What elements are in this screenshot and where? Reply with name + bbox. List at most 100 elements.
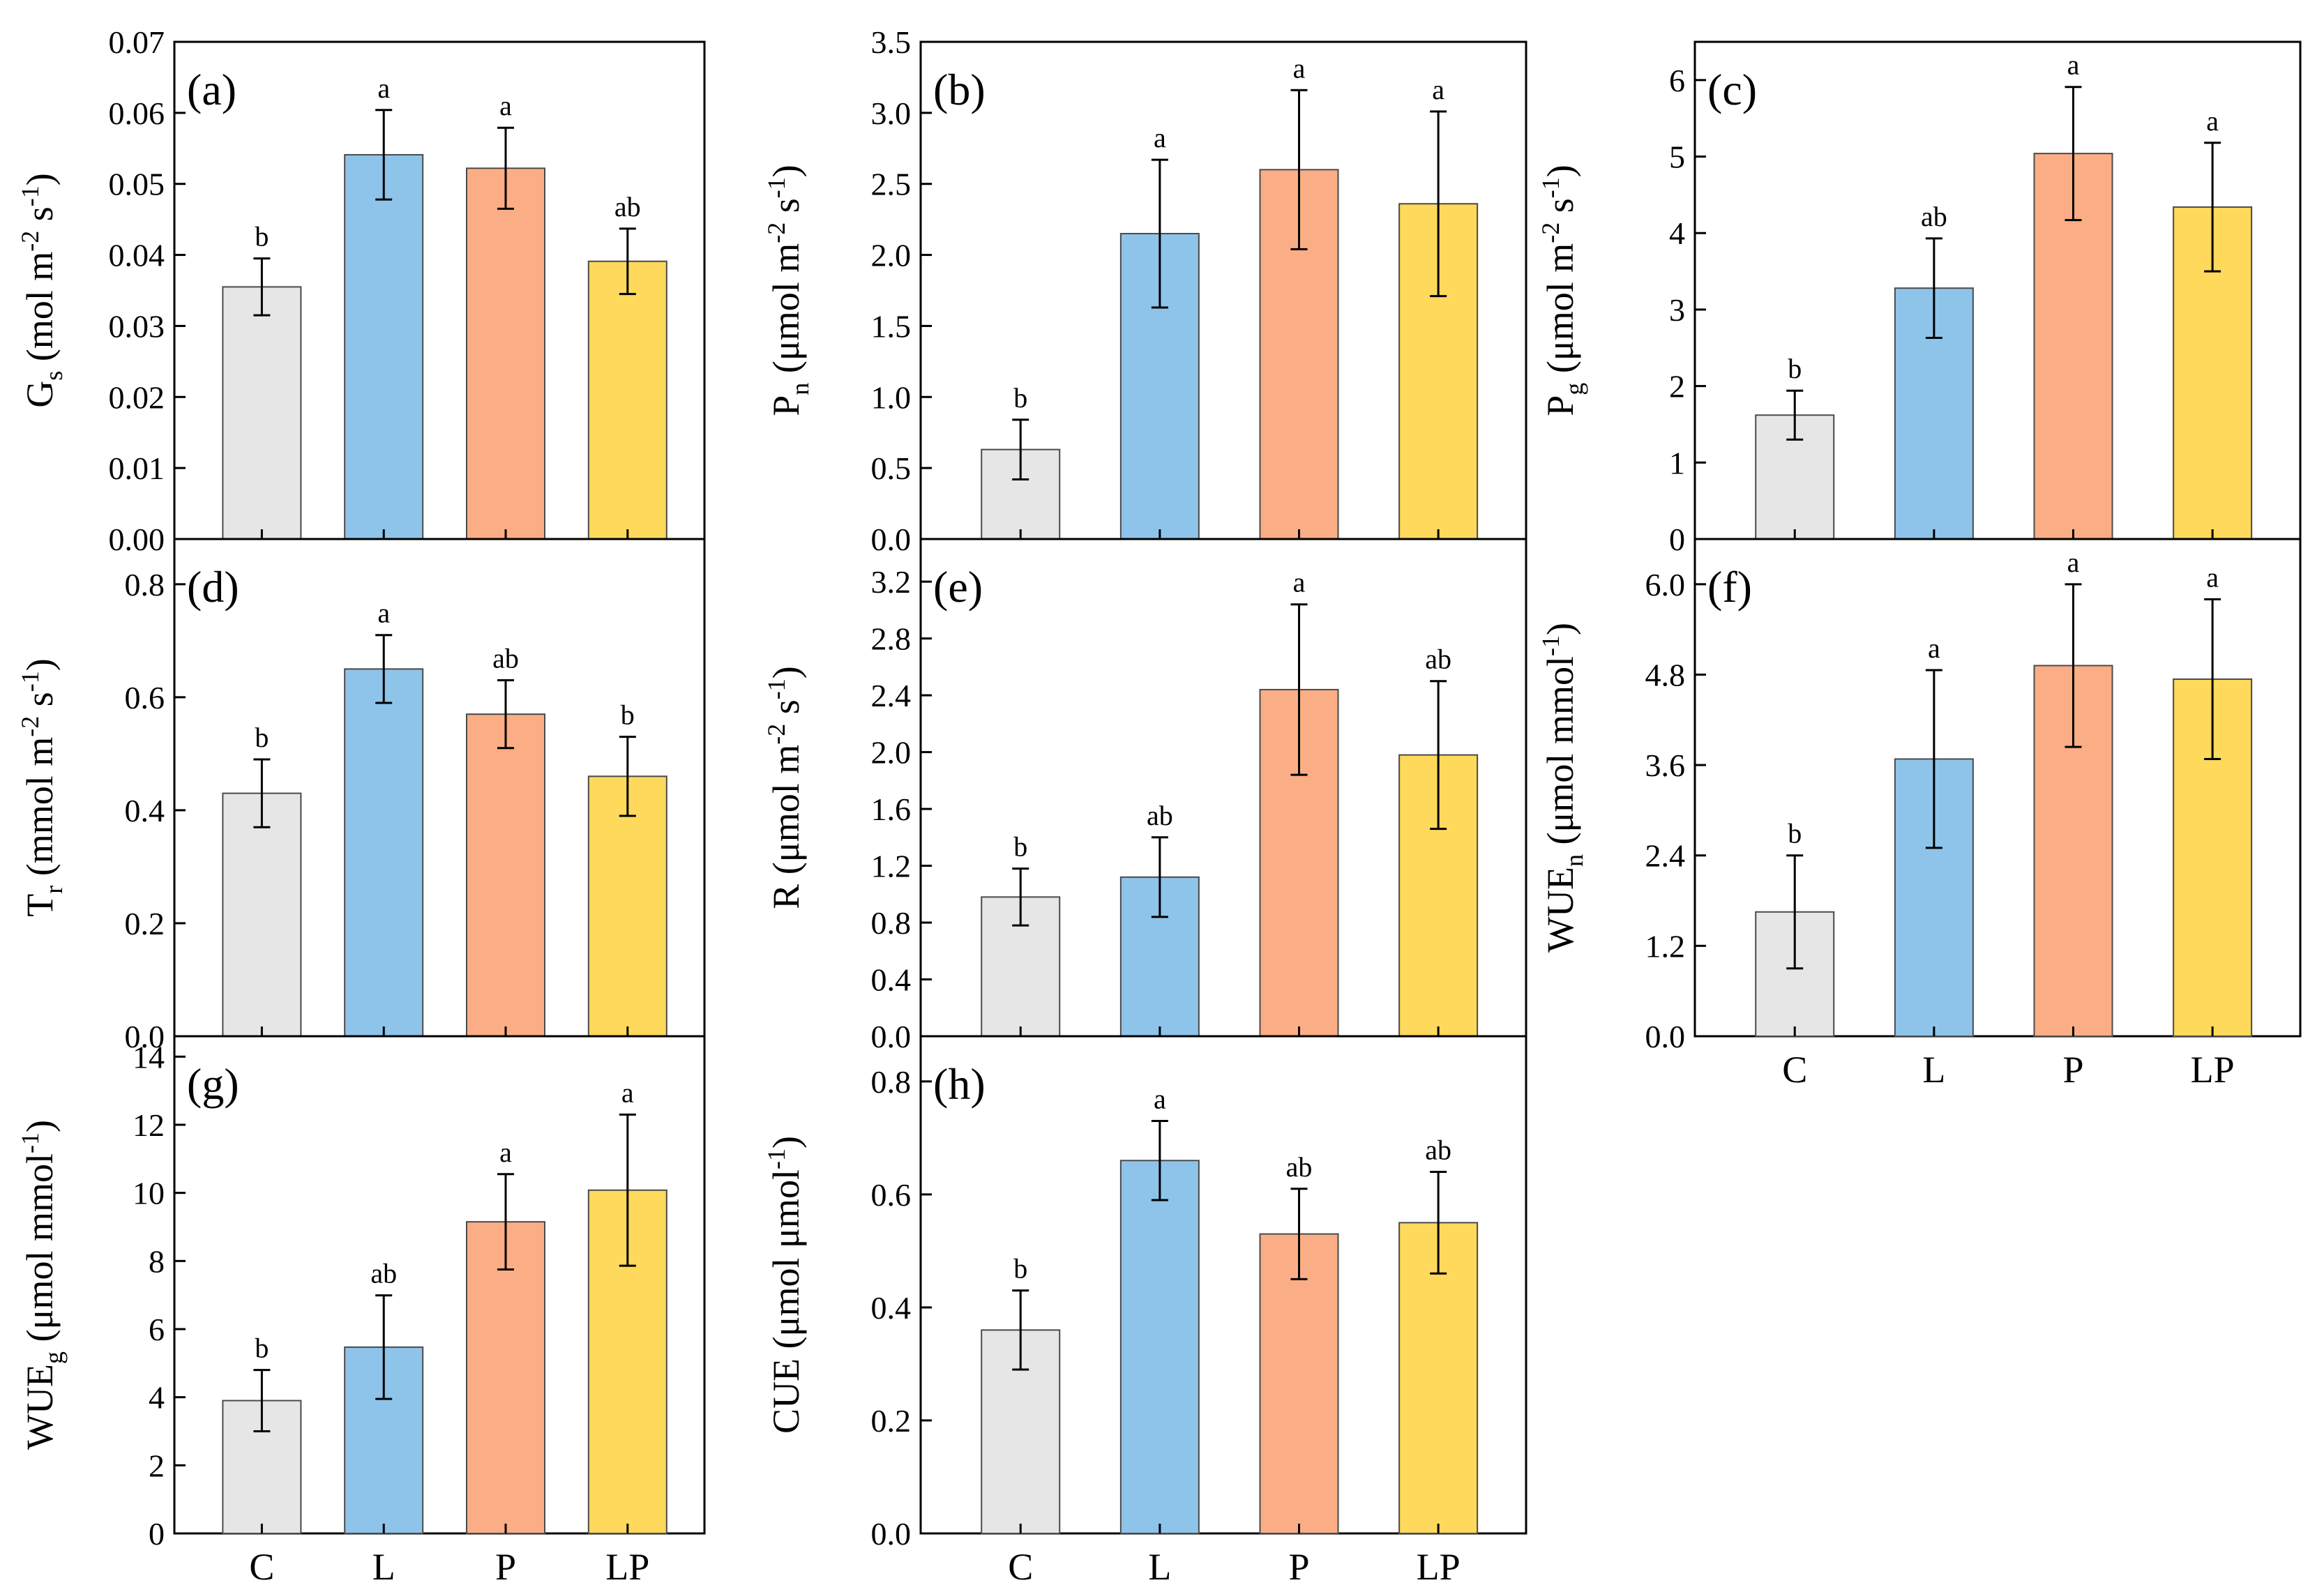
panel-e-ytick-label: 0.4 xyxy=(871,962,912,998)
panel-d-significance-lp: b xyxy=(621,699,635,731)
panel-a-ytick-label: 0.00 xyxy=(109,522,165,557)
panel-h-label: (h) xyxy=(933,1059,986,1109)
panel-e-ylabel: R (μmol m-2 s-1) xyxy=(762,666,807,909)
panel-d-ytick-label: 0.4 xyxy=(125,793,165,828)
panel-a-ylabel-part: s xyxy=(40,371,68,381)
panel-f-ytick-label: 3.6 xyxy=(1645,748,1686,783)
panel-a-ylabel-part: s xyxy=(19,206,61,231)
panel-h-significance-lp: ab xyxy=(1425,1134,1451,1165)
panel-a-bar-p xyxy=(466,167,545,540)
panel-a-significance-lp: ab xyxy=(614,191,641,222)
panel-a-ytick-label: 0.04 xyxy=(109,238,165,273)
panel-g-ylabel-part: g xyxy=(40,1351,68,1364)
panel-e-bar-l xyxy=(1119,876,1200,1037)
panel-c-ytick-label: 4 xyxy=(1669,215,1685,251)
panel-h-xtick-label-lp: LP xyxy=(1417,1546,1461,1588)
panel-b-label: (b) xyxy=(933,65,986,114)
panel-d-ylabel-part: -2 xyxy=(16,716,44,737)
panel-h-ylabel-part: CUE xyxy=(765,1358,807,1434)
panel-e-ylabel-part: -2 xyxy=(762,724,790,745)
panel-a-bar-lp xyxy=(587,260,667,540)
panel-d-bar-p xyxy=(466,713,545,1037)
panel-c-ytick-label: 5 xyxy=(1669,139,1685,175)
panel-d-ylabel-part: ) xyxy=(19,658,61,671)
panel-b-ylabel-part: -2 xyxy=(762,222,790,243)
panel-c-ylabel-part: ) xyxy=(1539,165,1581,177)
panel-h-ytick-label: 0.2 xyxy=(871,1403,912,1439)
panel-e-ylabel-part: s xyxy=(765,699,807,724)
panel-d-ylabel: Tr (mmol m-2 s-1) xyxy=(16,658,68,917)
panel-a-ylabel-part: ) xyxy=(19,173,61,185)
panel-b-ylabel-part: ) xyxy=(765,165,807,177)
panel-f-ytick-label: 4.8 xyxy=(1645,657,1686,692)
panel-e-ytick-label: 2.0 xyxy=(871,735,912,771)
panel-e-ytick-label: 1.2 xyxy=(871,849,912,884)
panel-e-ytick-label: 2.4 xyxy=(871,678,912,713)
panel-h-ylabel: CUE (μmol μmol-1) xyxy=(762,1136,807,1434)
panel-h-xtick-label-l: L xyxy=(1148,1546,1171,1588)
panel-g-ylabel-part: (μmol mmol xyxy=(19,1153,61,1351)
panel-h: 0.0 0.2 0.4 0.6 0.8 b Ca Lab Pab LP (h) CUE (μmol μ… xyxy=(762,1035,1527,1588)
panel-e-ytick-label: 0.8 xyxy=(871,905,912,941)
panel-g-significance-c: b xyxy=(255,1333,269,1364)
panel-f: 0.0 1.2 2.4 3.6 4.8 6.0 b Ca La Pa LP (f) WUEn (μmol… xyxy=(1537,538,2302,1091)
panel-a-ylabel-part: (mol m xyxy=(19,252,61,371)
panel-a-ytick-label: 0.01 xyxy=(109,450,165,486)
panel-f-label: (f) xyxy=(1707,562,1752,612)
panel-e-significance-p: a xyxy=(1293,567,1306,598)
panel-d-ylabel-part: T xyxy=(19,894,61,917)
panel-h-ytick-label: 0.6 xyxy=(871,1177,912,1213)
panel-d-ytick-label: 0.2 xyxy=(125,906,165,941)
panel-d-ylabel-part: -1 xyxy=(16,671,44,692)
panel-f-xtick-label-l: L xyxy=(1922,1049,1945,1091)
panel-b-ytick-label: 3.0 xyxy=(871,96,912,131)
panel-d-bar-l xyxy=(344,668,424,1037)
panel-h-frame xyxy=(919,1035,1527,1535)
panel-c-ylabel-part: g xyxy=(1560,383,1588,395)
panel-g-ytick-label: 8 xyxy=(149,1243,165,1279)
panel-g-ylabel-part: WUE xyxy=(19,1364,61,1450)
panel-e-label: (e) xyxy=(933,562,983,612)
panel-b-ytick-label: 1.0 xyxy=(871,379,912,415)
panel-f-ylabel: WUEn (μmol mmol-1) xyxy=(1537,623,1588,953)
panel-b-ylabel-part: P xyxy=(765,395,807,416)
panel-g-ytick-label: 6 xyxy=(149,1312,165,1347)
panel-a-ylabel-part: -2 xyxy=(16,231,44,252)
panel-a-ytick-label: 0.05 xyxy=(109,167,165,202)
panel-g-ytick-label: 4 xyxy=(149,1380,165,1416)
panel-d: 0.0 0.2 0.4 0.6 0.8 b a ab b (d) Tr (mmol m-2 s-1) xyxy=(16,538,706,1054)
panel-b-significance-lp: a xyxy=(1432,74,1444,105)
panel-a: 0.00 0.01 0.02 0.03 0.04 0.05 0.06 0.07 b a a ab (a)… xyxy=(16,24,706,557)
panel-f-ytick-label: 6.0 xyxy=(1645,567,1686,602)
panel-c-significance-lp: a xyxy=(2206,105,2219,137)
panel-b-ylabel-part: (μmol m xyxy=(765,243,807,383)
panel-h-significance-l: a xyxy=(1154,1084,1166,1115)
panel-a-ytick-label: 0.02 xyxy=(109,379,165,415)
panel-b-significance-p: a xyxy=(1293,52,1306,84)
panel-a-ytick-label: 0.07 xyxy=(109,24,165,60)
panel-d-ylabel-part: (mmol m xyxy=(19,737,61,886)
panel-d-ytick-label: 0.0 xyxy=(125,1019,165,1054)
panel-f-significance-lp: a xyxy=(2206,561,2219,593)
panel-e-ylabel-part: R xyxy=(765,884,807,909)
panel-h-xtick-label-c: C xyxy=(1008,1546,1033,1588)
panel-d-ytick-label: 0.6 xyxy=(125,680,165,715)
panel-c-significance-c: b xyxy=(1788,353,1802,384)
panel-g-ytick-label: 0 xyxy=(149,1516,165,1552)
panel-h-significance-c: b xyxy=(1013,1253,1027,1284)
panel-f-ylabel-part: -1 xyxy=(1537,635,1564,656)
panel-b-ytick-label: 2.5 xyxy=(871,167,912,202)
panel-d-significance-c: b xyxy=(255,722,269,753)
panel-a-ylabel-part: -1 xyxy=(16,185,44,206)
panel-e-ylabel-part: (μmol m xyxy=(765,745,807,884)
panel-h-ytick-label: 0.0 xyxy=(871,1516,912,1552)
panel-a-ytick-label: 0.03 xyxy=(109,308,165,344)
panel-h-significance-p: ab xyxy=(1286,1151,1313,1183)
panel-e-ylabel-part: -1 xyxy=(762,679,790,699)
panel-f-ytick-label: 1.2 xyxy=(1645,928,1686,964)
panel-a-ytick-label: 0.06 xyxy=(109,96,165,131)
panel-e: 0.0 0.4 0.8 1.2 1.6 2.0 2.4 2.8 3.2 b ab a ab (e) R (μ… xyxy=(762,538,1527,1054)
panel-b-ytick-label: 2.0 xyxy=(871,238,912,273)
panel-d-significance-p: ab xyxy=(492,643,519,674)
panel-f-ytick-label: 0.0 xyxy=(1645,1019,1686,1054)
